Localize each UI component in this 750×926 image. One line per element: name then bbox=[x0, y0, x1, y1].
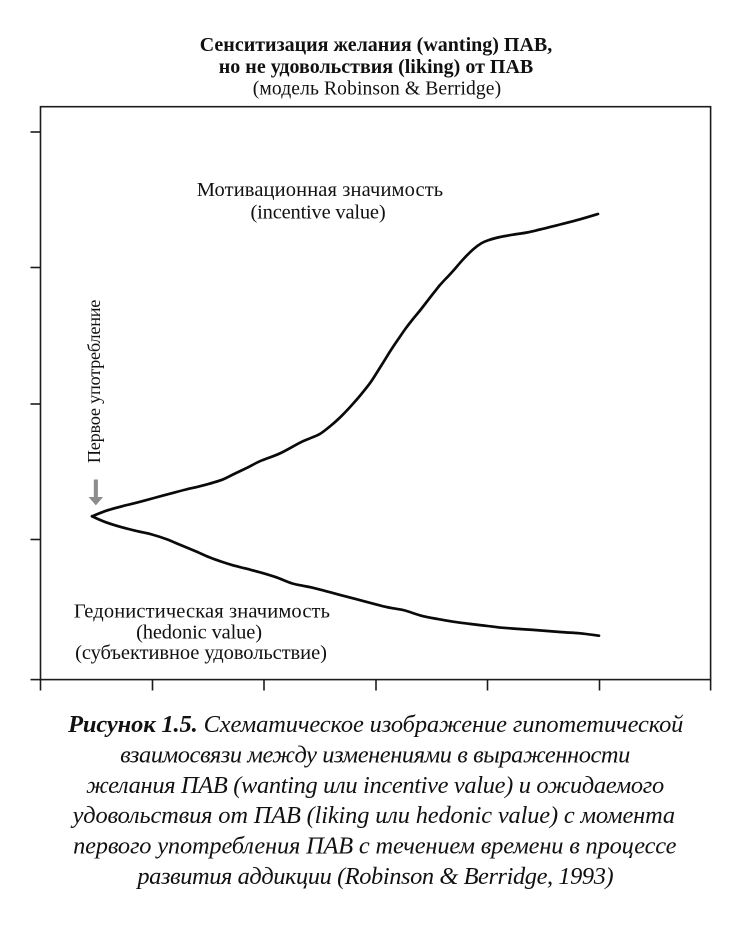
svg-text:развития аддикции (Robinson &: развития аддикции (Robinson & Berridge, … bbox=[135, 863, 613, 890]
svg-text:(hedonic value): (hedonic value) bbox=[136, 622, 262, 644]
svg-text:Первое употребление: Первое употребление bbox=[84, 300, 104, 463]
svg-text:Гедонистическая значимость: Гедонистическая значимость bbox=[74, 601, 330, 623]
svg-text:Сенситизация желания (wanting): Сенситизация желания (wanting) ПАВ, bbox=[200, 34, 553, 56]
svg-text:но не удовольствия (liking) от: но не удовольствия (liking) от ПАВ bbox=[219, 56, 533, 78]
svg-text:Рисунок 1.5. Схематическое изо: Рисунок 1.5. Схематическое изображение г… bbox=[67, 711, 683, 738]
svg-text:(модель Robinson & Berridge): (модель Robinson & Berridge) bbox=[253, 79, 501, 100]
svg-text:(субъективное удовольствие): (субъективное удовольствие) bbox=[75, 642, 327, 664]
svg-text:первого употребления ПАВ с теч: первого употребления ПАВ с течением врем… bbox=[73, 833, 677, 860]
svg-text:(incentive value): (incentive value) bbox=[251, 202, 386, 224]
svg-text:Мотивационная значимость: Мотивационная значимость bbox=[197, 179, 444, 201]
svg-text:желания ПАВ (wanting или incen: желания ПАВ (wanting или incentive value… bbox=[86, 772, 664, 799]
svg-text:взаимосвязи между изменениями: взаимосвязи между изменениями в выраженн… bbox=[120, 741, 630, 768]
svg-text:удовольствия от ПАВ (liking ил: удовольствия от ПАВ (liking или hedonic … bbox=[70, 802, 675, 829]
